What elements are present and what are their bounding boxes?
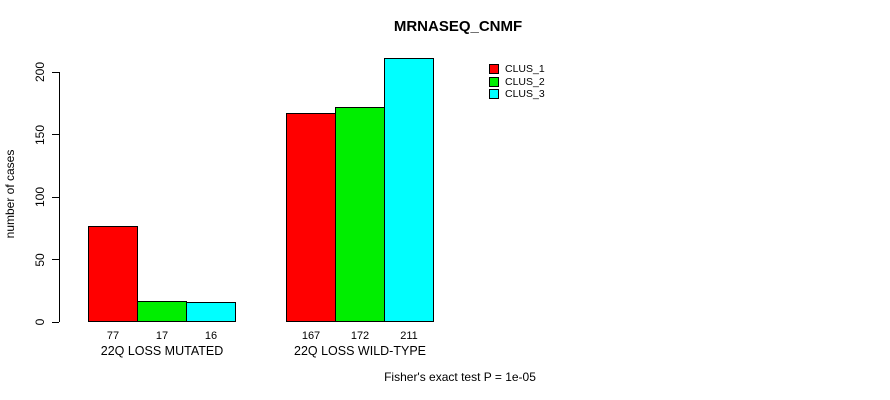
bar-clus_3-1 (186, 302, 236, 322)
y-axis-tick (52, 134, 59, 135)
y-axis-tick-label: 200 (33, 61, 47, 83)
y-axis-tick (52, 196, 59, 198)
y-axis-tick-label: 100 (33, 186, 47, 208)
bar-value-label: 17 (155, 330, 169, 342)
y-axis-tick (52, 321, 59, 323)
legend-item: CLUS_1 (489, 63, 545, 76)
y-axis-tick-label: 50 (33, 252, 47, 267)
bar-clus_1-2 (286, 113, 336, 322)
bar-value-label: 172 (350, 330, 370, 342)
y-axis-label: number of cases (3, 149, 17, 239)
legend-swatch (489, 76, 499, 87)
bar-clus_2-1 (137, 300, 187, 322)
legend-item: CLUS_2 (489, 76, 545, 89)
legend-item: CLUS_3 (489, 88, 545, 101)
y-axis-tick (52, 71, 59, 73)
category-label: 22Q LOSS WILD-TYPE (294, 344, 426, 358)
bar-clus_2-2 (335, 107, 385, 322)
bar-value-label: 77 (106, 330, 120, 342)
legend-label: CLUS_1 (505, 63, 545, 76)
category-label: 22Q LOSS MUTATED (100, 344, 224, 358)
bar-value-label: 167 (301, 330, 321, 342)
bar-value-label: 211 (400, 330, 418, 342)
bar-clus_1-1 (88, 225, 138, 322)
chart-title: MRNASEQ_CNMF (393, 18, 523, 35)
bar-clus_3-2 (384, 58, 434, 322)
legend: CLUS_1 CLUS_2 CLUS_3 (489, 63, 545, 101)
legend-swatch (489, 89, 499, 100)
legend-label: CLUS_3 (505, 88, 545, 101)
y-axis-tick (52, 259, 59, 260)
y-axis-tick-label: 150 (33, 124, 47, 145)
y-axis-line (59, 72, 60, 322)
legend-label: CLUS_2 (505, 75, 545, 88)
y-axis-tick-label: 0 (33, 318, 47, 326)
annotation-text: Fisher's exact test P = 1e-05 (384, 370, 536, 384)
bar-value-label: 16 (204, 330, 218, 342)
legend-swatch (489, 64, 499, 75)
